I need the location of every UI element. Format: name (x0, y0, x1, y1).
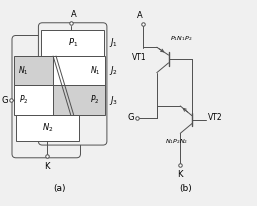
Text: $N_1$: $N_1$ (19, 64, 29, 77)
Text: (a): (a) (54, 184, 66, 193)
Text: $N_2$: $N_2$ (41, 122, 53, 134)
Text: $P_2$: $P_2$ (90, 94, 100, 106)
Text: $P_2$: $P_2$ (19, 94, 29, 106)
Text: A: A (137, 11, 143, 20)
Bar (41, 30, 104, 56)
Bar (14, 85, 71, 115)
Text: G: G (128, 113, 134, 122)
Text: $P_1N_1P_2$: $P_1N_1P_2$ (170, 34, 193, 43)
Text: (b): (b) (179, 184, 191, 193)
Text: VT2: VT2 (208, 113, 222, 122)
Text: K: K (178, 170, 183, 179)
Text: VT1: VT1 (132, 53, 147, 62)
Text: $J_3$: $J_3$ (109, 94, 118, 107)
FancyBboxPatch shape (12, 35, 80, 158)
Text: K: K (44, 162, 50, 171)
Bar (14, 56, 71, 85)
Bar (16, 115, 79, 141)
Text: G: G (2, 96, 8, 105)
Text: $J_2$: $J_2$ (109, 64, 118, 77)
Text: $N_1$: $N_1$ (90, 64, 100, 77)
Bar (53, 85, 105, 115)
Text: A: A (71, 10, 77, 19)
FancyBboxPatch shape (38, 23, 107, 145)
Bar (53, 56, 105, 85)
Text: $N_1P_2N_2$: $N_1P_2N_2$ (165, 137, 188, 146)
Text: $J_1$: $J_1$ (109, 36, 118, 49)
Text: $P_1$: $P_1$ (68, 37, 78, 49)
